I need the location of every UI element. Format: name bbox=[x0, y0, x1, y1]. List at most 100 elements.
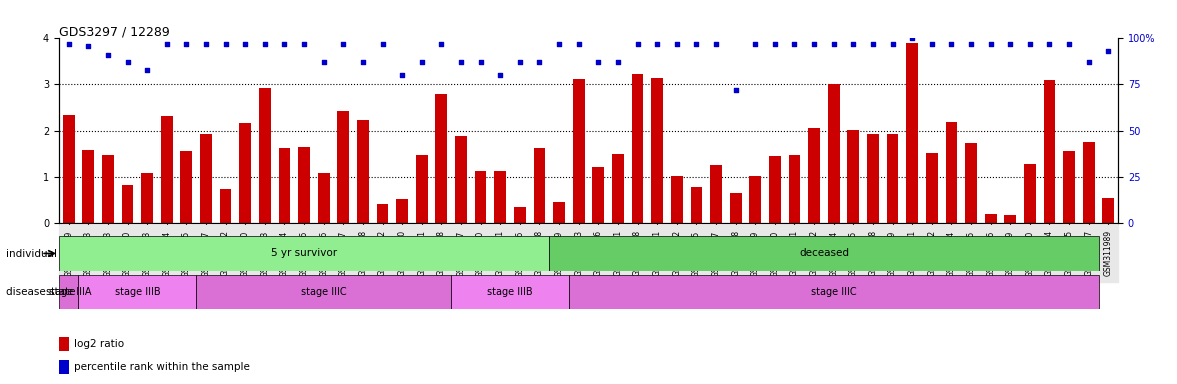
Bar bbox=[59, 360, 69, 374]
Point bbox=[158, 41, 177, 47]
Text: log2 ratio: log2 ratio bbox=[73, 339, 124, 349]
Point bbox=[393, 72, 412, 78]
Point bbox=[118, 59, 137, 65]
Bar bbox=[789, 155, 800, 223]
Point bbox=[1099, 48, 1118, 55]
Bar bbox=[1103, 198, 1115, 223]
Bar bbox=[377, 204, 388, 223]
Text: disease state: disease state bbox=[6, 287, 75, 297]
Point bbox=[647, 41, 666, 47]
Point bbox=[588, 59, 607, 65]
Text: stage IIIB: stage IIIB bbox=[114, 287, 160, 297]
Bar bbox=[926, 153, 938, 223]
Point bbox=[79, 43, 98, 49]
Bar bbox=[886, 134, 898, 223]
Point bbox=[530, 59, 548, 65]
Bar bbox=[1024, 164, 1036, 223]
Point bbox=[255, 41, 274, 47]
Text: percentile rank within the sample: percentile rank within the sample bbox=[73, 362, 250, 372]
Bar bbox=[809, 128, 820, 223]
Bar bbox=[847, 130, 859, 223]
Point bbox=[511, 59, 530, 65]
Bar bbox=[1063, 151, 1075, 223]
Point bbox=[903, 35, 922, 41]
Point bbox=[942, 41, 960, 47]
Point bbox=[1020, 41, 1039, 47]
Bar bbox=[161, 116, 173, 223]
Point bbox=[844, 41, 863, 47]
Point bbox=[982, 41, 1000, 47]
Bar bbox=[906, 43, 918, 223]
Point bbox=[491, 72, 510, 78]
FancyBboxPatch shape bbox=[59, 275, 79, 309]
FancyBboxPatch shape bbox=[197, 275, 451, 309]
FancyBboxPatch shape bbox=[550, 236, 1098, 271]
Point bbox=[550, 41, 568, 47]
Text: stage IIIB: stage IIIB bbox=[487, 287, 533, 297]
Point bbox=[1040, 41, 1059, 47]
Point bbox=[432, 41, 451, 47]
Text: stage IIIC: stage IIIC bbox=[301, 287, 346, 297]
Bar bbox=[121, 185, 133, 223]
Point bbox=[785, 41, 804, 47]
Point bbox=[706, 41, 725, 47]
Bar bbox=[827, 84, 839, 223]
Point bbox=[1059, 41, 1078, 47]
FancyBboxPatch shape bbox=[451, 275, 568, 309]
Bar bbox=[59, 337, 69, 351]
Point bbox=[923, 41, 942, 47]
Bar bbox=[514, 207, 526, 223]
FancyBboxPatch shape bbox=[59, 236, 550, 271]
Text: 5 yr survivor: 5 yr survivor bbox=[271, 248, 337, 258]
Point bbox=[471, 59, 490, 65]
Point bbox=[864, 41, 883, 47]
Bar bbox=[1083, 142, 1095, 223]
Point bbox=[687, 41, 706, 47]
Point bbox=[412, 59, 431, 65]
Bar bbox=[769, 156, 780, 223]
Bar bbox=[141, 174, 153, 223]
Bar bbox=[592, 167, 604, 223]
Point bbox=[334, 41, 353, 47]
Bar bbox=[553, 202, 565, 223]
Point bbox=[765, 41, 784, 47]
Text: deceased: deceased bbox=[799, 248, 849, 258]
Bar bbox=[82, 150, 94, 223]
Bar bbox=[612, 154, 624, 223]
Bar bbox=[651, 78, 663, 223]
Bar bbox=[259, 88, 271, 223]
Point bbox=[314, 59, 333, 65]
Text: stage IIIA: stage IIIA bbox=[46, 287, 92, 297]
Bar bbox=[945, 122, 957, 223]
Bar bbox=[474, 170, 486, 223]
Bar bbox=[455, 136, 467, 223]
Point bbox=[59, 41, 78, 47]
Point bbox=[667, 41, 686, 47]
Point bbox=[275, 41, 294, 47]
Point bbox=[962, 41, 980, 47]
Bar bbox=[671, 176, 683, 223]
Point bbox=[609, 59, 627, 65]
Point bbox=[177, 41, 195, 47]
Bar bbox=[220, 189, 232, 223]
Point bbox=[373, 41, 392, 47]
Bar bbox=[965, 144, 977, 223]
Point bbox=[197, 41, 215, 47]
Point bbox=[805, 41, 824, 47]
Bar bbox=[533, 147, 545, 223]
Bar bbox=[279, 147, 291, 223]
Point bbox=[99, 52, 118, 58]
Text: stage IIIC: stage IIIC bbox=[811, 287, 857, 297]
Point bbox=[138, 67, 157, 73]
Bar bbox=[180, 151, 192, 223]
Text: individual: individual bbox=[6, 249, 56, 259]
FancyBboxPatch shape bbox=[568, 275, 1098, 309]
Bar bbox=[298, 147, 310, 223]
Point bbox=[1000, 41, 1019, 47]
Point bbox=[824, 41, 843, 47]
Bar bbox=[318, 173, 330, 223]
Bar bbox=[357, 121, 368, 223]
Bar bbox=[730, 193, 742, 223]
Bar bbox=[200, 134, 212, 223]
Bar bbox=[397, 199, 408, 223]
